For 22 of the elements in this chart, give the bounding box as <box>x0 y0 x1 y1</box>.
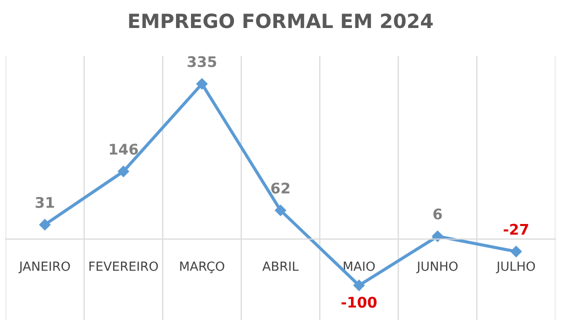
point <box>432 230 444 242</box>
x-tick-label: ABRIL <box>262 262 299 271</box>
point <box>274 204 286 216</box>
data-label: -100 <box>342 296 377 308</box>
data-label: 335 <box>188 56 216 68</box>
point <box>118 166 130 178</box>
point <box>510 246 522 258</box>
data-label: 62 <box>271 182 290 194</box>
x-tick-label: FEVEREIRO <box>89 261 158 271</box>
x-tick-label: JANEIRO <box>18 261 70 274</box>
data-label: 146 <box>110 144 138 155</box>
x-tick-label: MAIO <box>344 261 375 271</box>
x-tick-label: MARÇO <box>180 261 224 274</box>
chart-title: EMPREGO FORMAL EM 2024 <box>129 14 433 28</box>
data-label: 31 <box>36 196 54 208</box>
data-label: 6 <box>433 208 442 220</box>
point <box>353 280 365 291</box>
x-tick-label: JUNHO <box>416 261 458 274</box>
point <box>39 219 50 230</box>
x-tick-label: JULHO <box>496 261 535 274</box>
data-label: -27 <box>504 224 528 235</box>
point <box>196 78 208 90</box>
